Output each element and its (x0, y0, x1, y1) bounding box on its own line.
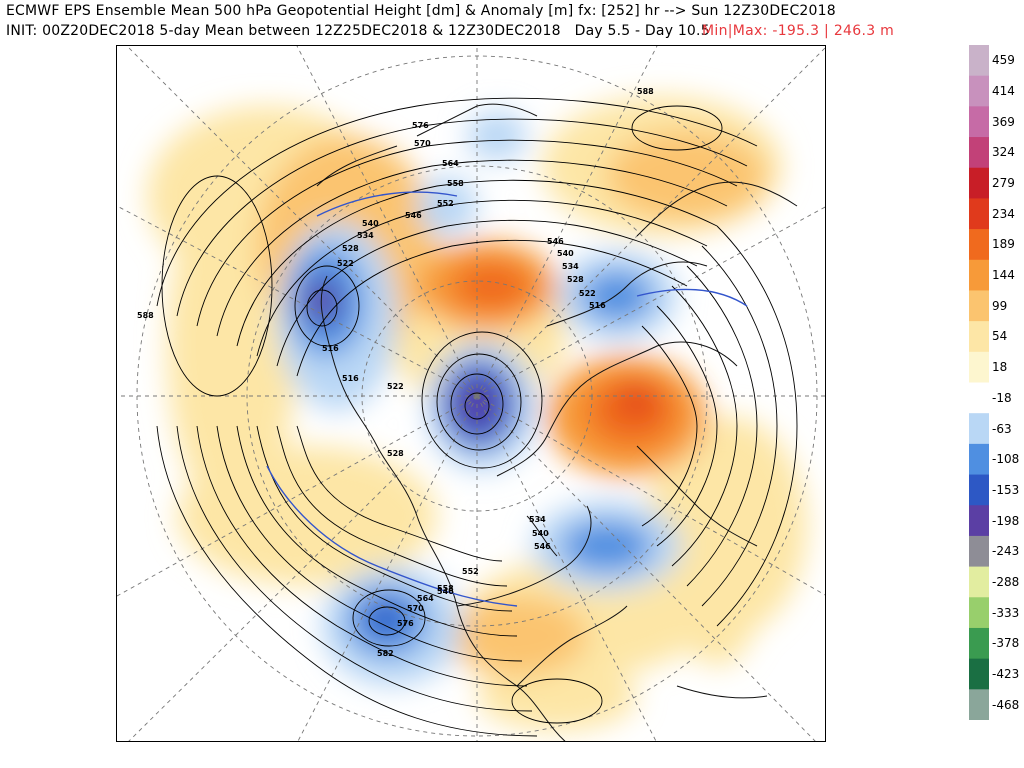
contour-label: 576 (412, 121, 429, 130)
contour-label: 588 (137, 311, 154, 320)
colorbar-segment (969, 382, 989, 414)
colorbar-segment (969, 321, 989, 353)
colorbar-tick-label: -288 (992, 574, 1020, 589)
colorbar-segment (969, 351, 989, 383)
colorbar-tick-label: -468 (992, 697, 1020, 712)
colorbar-tick-label: -423 (992, 666, 1020, 681)
colorbar-tick-label: -153 (992, 482, 1020, 497)
colorbar-tick-label: 324 (992, 145, 1015, 160)
contour-label: 582 (377, 649, 394, 658)
chart-title: ECMWF EPS Ensemble Mean 500 hPa Geopoten… (6, 3, 836, 19)
colorbar-tick-label: -243 (992, 544, 1020, 559)
colorbar-segment (969, 597, 989, 629)
contour-label: 558 (437, 584, 454, 593)
coastlines (316, 103, 798, 741)
colorbar-segment (969, 443, 989, 476)
colorbar-tick-label: 414 (992, 84, 1015, 99)
contour-label: 570 (414, 139, 431, 148)
colorbar-tick-label: -378 (992, 636, 1020, 651)
contour-label: 576 (397, 619, 414, 628)
colorbar-segment (969, 229, 989, 261)
colorbar-tick-label: 99 (992, 298, 1008, 313)
contour-label: 540 (532, 529, 549, 538)
contour-label: 522 (337, 259, 354, 268)
colorbar-tick-label: 144 (992, 268, 1015, 283)
colorbar-segment (969, 535, 989, 568)
contour-label: 522 (387, 382, 404, 391)
chart-subtitle: INIT: 00Z20DEC2018 5-day Mean between 12… (6, 23, 710, 39)
colorbar-segment (969, 566, 989, 598)
contour-label: 546 (547, 237, 564, 246)
colorbar-tick-label: -18 (992, 390, 1012, 405)
contour-label: 528 (567, 275, 584, 284)
colorbar-segment (969, 413, 989, 445)
colorbar-tick-label: -333 (992, 605, 1020, 620)
colorbar-segment (969, 627, 989, 660)
contour-label: 528 (387, 449, 404, 458)
contour-labels: 5885765705645585525465405345285225165465… (137, 87, 654, 658)
contour-label: 540 (557, 249, 574, 258)
colorbar-segment (969, 137, 989, 169)
height-contours (156, 97, 798, 737)
contour-label: 552 (437, 199, 454, 208)
colorbar-segment (969, 167, 989, 199)
colorbar-segment (969, 259, 989, 291)
colorbar-segment (969, 45, 989, 77)
colorbar-tick-label: -198 (992, 513, 1020, 528)
contour-label: 516 (589, 301, 606, 310)
contour-label: 570 (407, 604, 424, 613)
blue-highlight-contours (266, 191, 748, 607)
contour-label: 528 (342, 244, 359, 253)
colorbar-segment (969, 75, 989, 107)
contour-label: 534 (562, 262, 579, 271)
contour-label: 564 (417, 594, 434, 603)
contour-label: 546 (405, 211, 422, 220)
colorbar-segment (969, 198, 989, 230)
colorbar-tick-label: 369 (992, 114, 1015, 129)
polar-map-panel: 588 576 570 564 558 552 546 540 534 528 522 516 546 5… (116, 45, 826, 742)
colorbar-tick-label: 18 (992, 360, 1008, 375)
contour-label: 516 (342, 374, 359, 383)
contour-label: 564 (442, 159, 459, 168)
contour-label: 516 (322, 344, 339, 353)
colorbar-tick-label: 234 (992, 206, 1015, 221)
colorbar-segment (969, 658, 989, 690)
colorbar-tick-label: -108 (992, 452, 1020, 467)
colorbar-tick-label: -63 (992, 421, 1012, 436)
contour-label: 534 (357, 231, 374, 240)
contour-label: 546 (437, 587, 454, 596)
colorbar-tick-label: 459 (992, 53, 1015, 68)
anomaly-colorbar (969, 45, 989, 720)
contour-label: 546 (534, 542, 551, 551)
map-canvas: 5885765705645585525465405345285225165465… (117, 46, 825, 741)
contour-label: 534 (529, 515, 546, 524)
colorbar-segment (969, 505, 989, 537)
colorbar-segment (969, 474, 989, 506)
contour-label: 540 (362, 219, 379, 228)
contour-label: 552 (462, 567, 479, 576)
colorbar-tick-label: 54 (992, 329, 1008, 344)
contour-label: 522 (579, 289, 596, 298)
colorbar-tick-label: 279 (992, 176, 1015, 191)
min-max-readout: Min|Max: -195.3 | 246.3 m (702, 23, 895, 39)
colorbar-tick-label: 189 (992, 237, 1015, 252)
colorbar-segment (969, 290, 989, 322)
colorbar-segment (969, 689, 989, 720)
colorbar-segment (969, 106, 989, 138)
contour-label: 558 (447, 179, 464, 188)
contour-label: 588 (637, 87, 654, 96)
